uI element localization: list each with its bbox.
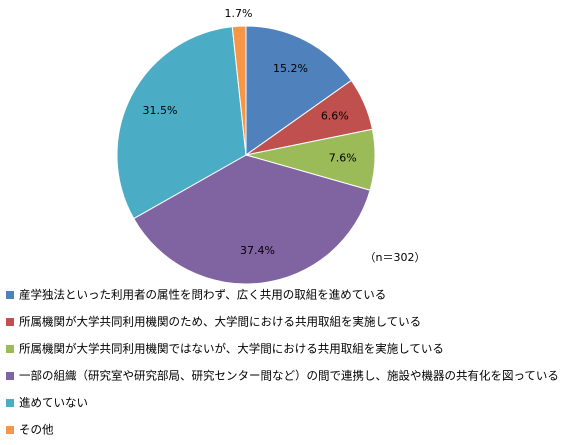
legend-swatch (6, 291, 14, 299)
legend-label: 所属機関が大学共同利用機関のため、大学間における共用取組を実施している (19, 315, 421, 329)
data-label: 31.5% (142, 104, 177, 117)
data-label: 37.4% (240, 244, 275, 257)
legend-swatch (6, 318, 14, 326)
annotation: （n＝302） (365, 251, 426, 264)
data-label: 15.2% (273, 62, 308, 75)
legend-label: 一部の組織（研究室や研究部局、研究センター間など）の間で連携し、施設や機器の共有… (19, 369, 559, 383)
data-label: 6.6% (321, 110, 349, 123)
pie-slice (231, 25, 247, 156)
pie-slice (116, 26, 247, 220)
legend-swatch (6, 372, 14, 380)
legend-swatch (6, 345, 14, 353)
legend-label: その他 (19, 423, 54, 437)
legend-label: 所属機関が大学共同利用機関ではないが、大学間における共用取組を実施している (19, 342, 444, 356)
legend-swatch (6, 399, 14, 407)
data-label: 7.6% (329, 152, 357, 165)
legend-swatch (6, 426, 14, 434)
data-label: 1.7% (224, 7, 252, 20)
legend-label: 進めていない (19, 396, 88, 410)
pie-slice (133, 154, 371, 285)
pie-slice (245, 25, 353, 156)
legend-label: 産学独法といった利用者の属性を問わず、広く共用の取組を進めている (19, 288, 386, 302)
